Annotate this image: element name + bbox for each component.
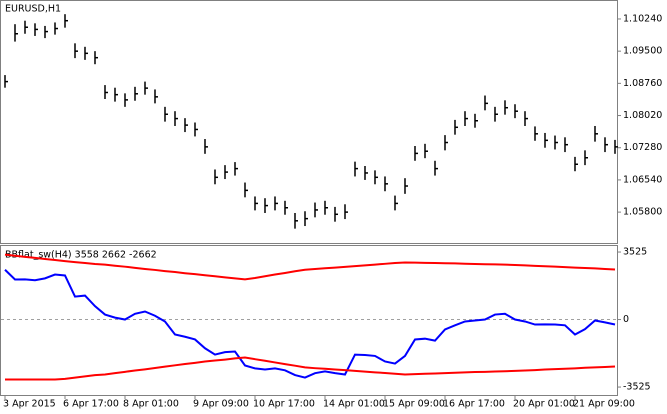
y-tick-label: 1.07280 [623,142,662,153]
y-tick-label: 1.09500 [623,46,662,57]
y-tick-label: 1.06540 [623,174,662,185]
x-tick-label: 16 Apr 17:00 [443,399,505,410]
y-tick-label: -3525 [623,382,651,393]
x-tick-label: 6 Apr 17:00 [63,399,119,410]
indicator-title: BBflat_sw(H4) 3558 2662 -2662 [5,250,157,261]
y-tick-label: 1.10240 [623,13,662,24]
series-line [4,269,616,379]
price-pane [0,0,618,244]
x-tick-label: 14 Apr 01:00 [323,399,385,410]
y-tick-label: 3525 [623,247,647,258]
x-tick-label: 3 Apr 2015 [3,399,56,410]
x-tick-label: 20 Apr 01:00 [513,399,575,410]
y-tick-label: 1.08020 [623,110,662,121]
series-line [5,356,616,381]
chart-title: EURUSD,H1 [5,4,61,15]
x-tick-label: 21 Apr 09:00 [573,399,635,410]
x-tick-label: 10 Apr 17:00 [253,399,315,410]
x-tick-label: 8 Apr 01:00 [123,399,179,410]
y-tick-label: 0 [623,314,629,325]
x-tick-label: 15 Apr 09:00 [383,399,445,410]
x-tick-label: 9 Apr 09:00 [193,399,249,410]
y-tick-label: 1.05800 [623,207,662,218]
y-tick-label: 1.08760 [623,78,662,89]
series-line [4,253,616,281]
